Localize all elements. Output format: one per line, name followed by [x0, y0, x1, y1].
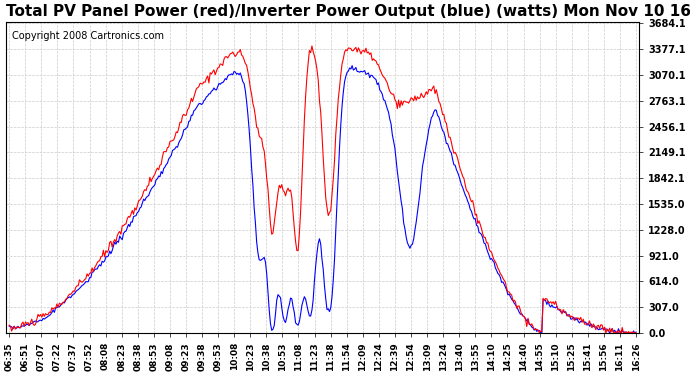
Text: Total PV Panel Power (red)/Inverter Power Output (blue) (watts) Mon Nov 10 16:34: Total PV Panel Power (red)/Inverter Powe… [6, 4, 690, 19]
Text: Copyright 2008 Cartronics.com: Copyright 2008 Cartronics.com [12, 31, 164, 41]
